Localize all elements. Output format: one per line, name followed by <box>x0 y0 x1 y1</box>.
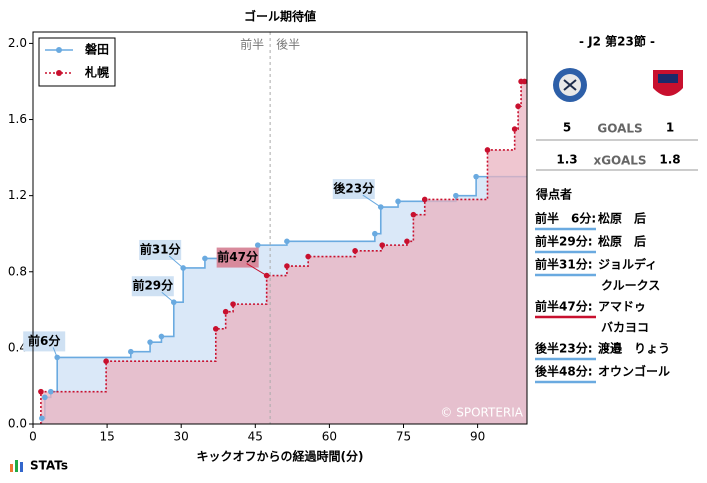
score-goals-label: GOALS <box>597 122 642 136</box>
scorer-name: 松原 后 <box>598 234 646 249</box>
scorer-time: 前半29分: <box>535 234 593 249</box>
scorer-time: 後半48分: <box>535 364 593 379</box>
y-tick-label: 2.0 <box>8 36 27 50</box>
y-tick-label: 1.2 <box>8 188 27 202</box>
x-tick-label: 30 <box>174 430 189 444</box>
annotation-pointer <box>52 347 58 358</box>
data-point <box>404 238 410 245</box>
data-point <box>147 339 153 345</box>
scorer-time: 前半 6分: <box>535 211 596 226</box>
y-tick-label: 0.0 <box>8 417 27 431</box>
data-point <box>521 78 528 85</box>
data-point <box>511 126 518 132</box>
scorer-name: バカヨコ <box>601 321 649 335</box>
stats-logo <box>10 460 23 472</box>
annotation-box <box>332 179 375 200</box>
data-point <box>284 263 290 269</box>
scorers-title: 得点者 <box>535 187 572 202</box>
x-axis-label: キックオフからの経過時間(分) <box>197 449 364 464</box>
scorer-time: 前半47分: <box>535 299 593 314</box>
brand: STATs <box>30 459 68 473</box>
scorer-name: クルークス <box>601 279 660 293</box>
home-logo <box>553 68 587 102</box>
data-point <box>202 255 208 262</box>
scorer-name: 松原 后 <box>598 211 646 226</box>
match-title: - J2 第23節 - <box>579 34 655 49</box>
score-away-goals: 1 <box>666 121 674 135</box>
data-point <box>158 333 165 340</box>
annotation: 後23分 <box>333 181 374 196</box>
score-home-goals: 5 <box>563 121 571 135</box>
scorer-name: ジョルディ <box>598 257 657 272</box>
data-point <box>47 388 54 395</box>
x-tick-label: 15 <box>99 430 114 444</box>
data-point <box>230 301 236 307</box>
legend-box <box>38 37 116 87</box>
data-point <box>453 192 459 199</box>
x-tick-label: 45 <box>248 430 263 444</box>
data-point <box>305 253 311 260</box>
x-tick-label: 60 <box>322 430 337 444</box>
y-tick-label: 0.4 <box>8 340 27 354</box>
data-point <box>42 394 48 401</box>
legend-marker <box>56 47 62 53</box>
plot-frame <box>32 31 528 425</box>
watermark: © SPORTERIA <box>440 406 523 420</box>
annotation-box <box>216 247 259 268</box>
away-logo <box>653 70 683 96</box>
data-point <box>284 238 290 245</box>
annotation: 前6分 <box>28 333 60 348</box>
annotation: 前29分 <box>132 278 173 293</box>
data-point <box>379 242 386 248</box>
annotation: 前47分 <box>217 249 258 264</box>
annotation-box <box>139 239 182 260</box>
scorer-name: アマドゥ <box>598 300 646 314</box>
annotation-box <box>23 331 66 352</box>
data-point <box>515 103 521 110</box>
data-point <box>484 147 491 153</box>
scorer-name: オウンゴール <box>598 364 670 379</box>
scorer-time: 前半31分: <box>535 257 593 272</box>
score-home-xg: 1.3 <box>556 153 577 167</box>
scorer-time: 後半23分: <box>535 341 593 356</box>
x-tick-label: 0 <box>29 430 37 444</box>
legend-label: 磐田 <box>85 42 109 57</box>
y-tick-label: 0.8 <box>8 264 27 278</box>
data-point <box>103 358 109 365</box>
data-point <box>212 326 219 332</box>
x-tick-label: 90 <box>470 430 485 444</box>
legend-marker <box>56 70 62 76</box>
score-away-xg: 1.8 <box>659 153 680 167</box>
annotation-pointer <box>161 291 175 303</box>
data-point <box>222 308 229 315</box>
half-label: 後半 <box>276 38 300 52</box>
legend-label: 札幌 <box>84 65 109 80</box>
data-point <box>395 198 401 205</box>
data-point <box>410 211 417 218</box>
annotation-pointer <box>168 255 184 269</box>
data-point <box>128 348 134 355</box>
data-point <box>38 388 44 395</box>
data-point <box>473 173 479 180</box>
data-point <box>352 248 358 254</box>
chart-title: ゴール期待値 <box>244 9 316 24</box>
y-tick-label: 1.6 <box>8 112 27 126</box>
half-label: 前半 <box>240 37 264 52</box>
data-point <box>372 230 378 237</box>
area <box>40 81 528 424</box>
score-xg-label: xGOALS <box>593 154 646 168</box>
annotation-pointer <box>362 194 382 208</box>
annotation-box <box>131 276 174 297</box>
annotation-pointer <box>246 263 267 277</box>
annotation: 前31分 <box>140 241 181 256</box>
data-point <box>39 415 45 422</box>
data-point <box>254 242 261 248</box>
x-tick-label: 75 <box>396 430 411 444</box>
data-point <box>421 196 428 203</box>
scorer-name: 渡邉 りょう <box>598 341 670 356</box>
